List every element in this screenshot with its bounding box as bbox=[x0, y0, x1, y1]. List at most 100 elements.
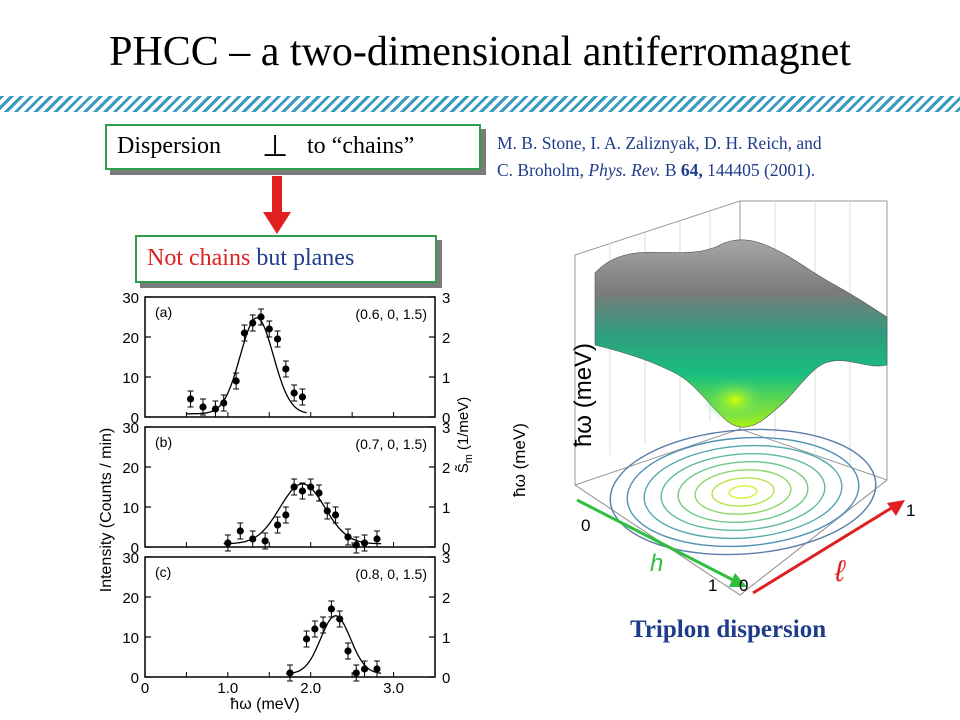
data-point bbox=[360, 539, 369, 547]
reference-line-2: C. Broholm, Phys. Rev. B 64, 144405 (200… bbox=[497, 157, 822, 184]
right-tick-label: 0 bbox=[442, 670, 450, 687]
data-point bbox=[265, 325, 273, 333]
data-point bbox=[186, 395, 195, 403]
data-point bbox=[315, 489, 323, 497]
dispersion-label: Dispersion bbox=[117, 133, 221, 159]
ylabel-right-symbol: S̃ bbox=[455, 463, 472, 473]
x-tick-label: 3.0 bbox=[383, 680, 404, 697]
data-point bbox=[249, 319, 257, 327]
data-point bbox=[290, 389, 298, 397]
panel-label: (a) bbox=[155, 304, 172, 320]
data-point bbox=[360, 665, 369, 673]
left-tick-label: 0 bbox=[131, 410, 139, 427]
data-point bbox=[273, 521, 282, 529]
ref-series: B bbox=[660, 160, 681, 180]
h-tick-end: 1 bbox=[708, 576, 717, 595]
data-point bbox=[307, 483, 315, 491]
right-tick-label: 2 bbox=[442, 460, 450, 477]
contour-projection bbox=[609, 428, 877, 556]
panel-3: 0 10 20 30 0 1 2 3 (c) (0.8, 0, 1.5) bbox=[122, 550, 450, 687]
data-point bbox=[211, 405, 220, 413]
fit-curve bbox=[285, 615, 382, 675]
left-tick-label: 30 bbox=[122, 550, 139, 567]
right-tick-label: 2 bbox=[442, 590, 450, 607]
data-point bbox=[282, 511, 290, 519]
but-planes-text: but planes bbox=[250, 245, 355, 271]
panel-1: 0 10 20 30 0 1 2 3 (a) (0.6, 0, 1.5) bbox=[122, 290, 450, 427]
data-point bbox=[344, 647, 352, 655]
panel-label: (b) bbox=[155, 434, 172, 450]
dispersion-surface bbox=[594, 239, 888, 428]
l-tick-start: 0 bbox=[739, 576, 748, 595]
right-tick-label: 3 bbox=[442, 550, 450, 567]
panel-frame bbox=[144, 296, 436, 418]
dispersion-surface-plot: ħω (meV) ħω (meV) h ℓ 0 1 0 1 bbox=[510, 200, 915, 596]
data-point bbox=[286, 669, 294, 677]
h-tick-start: 0 bbox=[581, 516, 590, 535]
data-point bbox=[336, 615, 344, 623]
surface-minimum bbox=[703, 378, 767, 422]
x-tick-label: 1.0 bbox=[217, 680, 238, 697]
contour-ring bbox=[677, 461, 809, 523]
hatch-divider bbox=[0, 96, 960, 112]
data-point bbox=[232, 377, 240, 385]
panel-label: (c) bbox=[155, 564, 171, 580]
right-tick-label: 3 bbox=[442, 420, 450, 437]
planes-box: Not chains but planes bbox=[135, 235, 437, 283]
data-point bbox=[352, 669, 360, 677]
chart-ylabel-left: Intensity (Counts / min) bbox=[98, 428, 115, 593]
data-point bbox=[352, 541, 360, 549]
page-title: PHCC – a two-dimensional antiferromagnet bbox=[109, 29, 851, 75]
data-point bbox=[298, 393, 307, 401]
left-tick-label: 10 bbox=[122, 370, 139, 387]
contour-ring bbox=[728, 485, 758, 499]
q-vector-label: (0.8, 0, 1.5) bbox=[355, 566, 427, 582]
to-chains-label: to “chains” bbox=[307, 133, 415, 159]
z-axis-label-inner: ħω (meV) bbox=[510, 423, 529, 497]
l-tick-end: 1 bbox=[906, 501, 915, 520]
right-tick-label: 3 bbox=[442, 290, 450, 307]
left-tick-label: 30 bbox=[122, 420, 139, 437]
q-vector-label: (0.7, 0, 1.5) bbox=[355, 436, 427, 452]
data-point bbox=[224, 539, 232, 547]
contour-ring bbox=[660, 452, 826, 532]
reference-citation: M. B. Stone, I. A. Zaliznyak, D. H. Reic… bbox=[497, 130, 822, 184]
ylabel-right-unit: (1/meV) bbox=[455, 397, 472, 450]
not-chains-text: Not chains bbox=[147, 245, 251, 271]
data-point bbox=[240, 329, 249, 337]
data-point bbox=[311, 625, 319, 633]
contour-ring bbox=[643, 444, 843, 540]
down-arrow-icon bbox=[263, 176, 291, 234]
data-point bbox=[261, 537, 269, 545]
left-tick-label: 0 bbox=[131, 540, 139, 557]
data-point bbox=[273, 335, 282, 343]
contour-ring bbox=[711, 477, 775, 507]
left-tick-label: 20 bbox=[122, 460, 139, 477]
data-point bbox=[331, 511, 340, 519]
contour-ring bbox=[609, 428, 877, 556]
l-axis-label: ℓ bbox=[834, 555, 846, 588]
l-axis-arrow bbox=[752, 500, 905, 595]
z-axis-label-outer: ħω (meV) bbox=[570, 343, 597, 447]
data-point bbox=[257, 313, 265, 321]
data-point bbox=[236, 527, 244, 535]
data-point bbox=[220, 399, 228, 407]
data-point bbox=[302, 635, 311, 643]
panel-frame bbox=[144, 426, 436, 548]
h-axis-arrow bbox=[576, 498, 747, 587]
right-tick-label: 1 bbox=[442, 500, 450, 517]
planes-statement: Not chains but planes bbox=[147, 245, 354, 272]
panel-2: 0 10 20 30 0 1 2 3 (b) (0.7, 0, 1.5) bbox=[122, 420, 450, 557]
left-tick-label: 20 bbox=[122, 330, 139, 347]
chart-ylabel-right: S̃m (1/meV) bbox=[455, 397, 475, 474]
data-point bbox=[373, 665, 381, 673]
data-point bbox=[323, 507, 331, 515]
left-tick-label: 0 bbox=[131, 670, 139, 687]
data-point bbox=[373, 535, 381, 543]
data-point bbox=[319, 621, 327, 629]
right-tick-label: 2 bbox=[442, 330, 450, 347]
left-tick-label: 10 bbox=[122, 500, 139, 517]
left-tick-label: 20 bbox=[122, 590, 139, 607]
data-point bbox=[199, 403, 207, 411]
left-tick-label: 30 bbox=[122, 290, 139, 307]
